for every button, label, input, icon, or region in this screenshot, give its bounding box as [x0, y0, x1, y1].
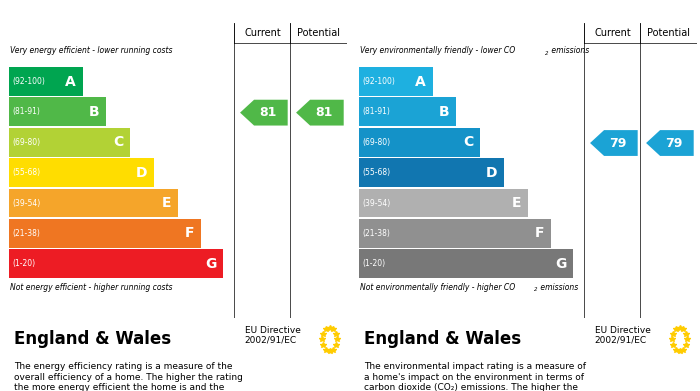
FancyBboxPatch shape — [8, 219, 202, 248]
Text: 2: 2 — [533, 287, 537, 292]
Text: EU Directive
2002/91/EC: EU Directive 2002/91/EC — [245, 326, 300, 345]
Text: emissions: emissions — [550, 47, 589, 56]
Text: Potential: Potential — [297, 28, 340, 38]
Text: (1-20): (1-20) — [12, 259, 35, 268]
Text: ) Rating: ) Rating — [569, 5, 625, 18]
Text: A: A — [415, 75, 426, 88]
Text: 81: 81 — [316, 106, 332, 119]
FancyBboxPatch shape — [8, 67, 83, 96]
Text: (21-38): (21-38) — [12, 229, 40, 238]
Text: F: F — [536, 226, 545, 240]
Text: A: A — [65, 75, 76, 88]
Text: Energy Efficiency Rating: Energy Efficiency Rating — [14, 5, 186, 18]
Text: (69-80): (69-80) — [12, 138, 40, 147]
FancyBboxPatch shape — [358, 67, 433, 96]
Text: B: B — [439, 105, 449, 119]
FancyBboxPatch shape — [8, 158, 154, 187]
Polygon shape — [296, 100, 344, 126]
Text: G: G — [205, 257, 216, 271]
Text: (81-91): (81-91) — [362, 108, 390, 117]
Text: (81-91): (81-91) — [12, 108, 40, 117]
Text: Potential: Potential — [647, 28, 690, 38]
Text: (21-38): (21-38) — [362, 229, 390, 238]
Text: D: D — [486, 166, 497, 179]
Text: D: D — [136, 166, 147, 179]
Text: The energy efficiency rating is a measure of the
overall efficiency of a home. T: The energy efficiency rating is a measur… — [14, 362, 243, 391]
Text: B: B — [89, 105, 99, 119]
Text: F: F — [186, 226, 195, 240]
Text: Current: Current — [244, 28, 281, 38]
Text: Current: Current — [594, 28, 631, 38]
FancyBboxPatch shape — [8, 188, 178, 217]
Text: (69-80): (69-80) — [362, 138, 390, 147]
Polygon shape — [240, 100, 288, 126]
Text: Environmental Impact (CO: Environmental Impact (CO — [364, 5, 548, 18]
Text: (55-68): (55-68) — [362, 168, 390, 177]
FancyBboxPatch shape — [358, 219, 552, 248]
FancyBboxPatch shape — [8, 249, 223, 278]
FancyBboxPatch shape — [358, 128, 480, 157]
Text: E: E — [512, 196, 521, 210]
Text: 2: 2 — [562, 10, 568, 19]
Text: Very energy efficient - lower running costs: Very energy efficient - lower running co… — [10, 47, 173, 56]
FancyBboxPatch shape — [8, 97, 106, 126]
Text: G: G — [555, 257, 566, 271]
Text: Not environmentally friendly - higher CO: Not environmentally friendly - higher CO — [360, 283, 516, 292]
Text: (55-68): (55-68) — [12, 168, 40, 177]
FancyBboxPatch shape — [358, 249, 573, 278]
Text: England & Wales: England & Wales — [14, 330, 171, 348]
Text: 81: 81 — [260, 106, 276, 119]
Text: E: E — [162, 196, 171, 210]
FancyBboxPatch shape — [358, 188, 528, 217]
Text: (39-54): (39-54) — [362, 199, 391, 208]
Text: Not energy efficient - higher running costs: Not energy efficient - higher running co… — [10, 283, 173, 292]
FancyBboxPatch shape — [358, 158, 504, 187]
Text: (39-54): (39-54) — [12, 199, 41, 208]
Text: C: C — [463, 135, 473, 149]
Text: (92-100): (92-100) — [362, 77, 395, 86]
Text: (1-20): (1-20) — [362, 259, 385, 268]
Polygon shape — [590, 130, 638, 156]
Text: 79: 79 — [666, 136, 682, 149]
Text: (92-100): (92-100) — [12, 77, 45, 86]
Text: England & Wales: England & Wales — [364, 330, 521, 348]
Text: Very environmentally friendly - lower CO: Very environmentally friendly - lower CO — [360, 47, 516, 56]
FancyBboxPatch shape — [358, 97, 456, 126]
Text: The environmental impact rating is a measure of
a home's impact on the environme: The environmental impact rating is a mea… — [364, 362, 587, 391]
Text: C: C — [113, 135, 123, 149]
Text: EU Directive
2002/91/EC: EU Directive 2002/91/EC — [594, 326, 650, 345]
Text: 2: 2 — [545, 51, 549, 56]
Text: emissions: emissions — [538, 283, 578, 292]
FancyBboxPatch shape — [8, 128, 130, 157]
Polygon shape — [646, 130, 694, 156]
Text: 79: 79 — [610, 136, 627, 149]
